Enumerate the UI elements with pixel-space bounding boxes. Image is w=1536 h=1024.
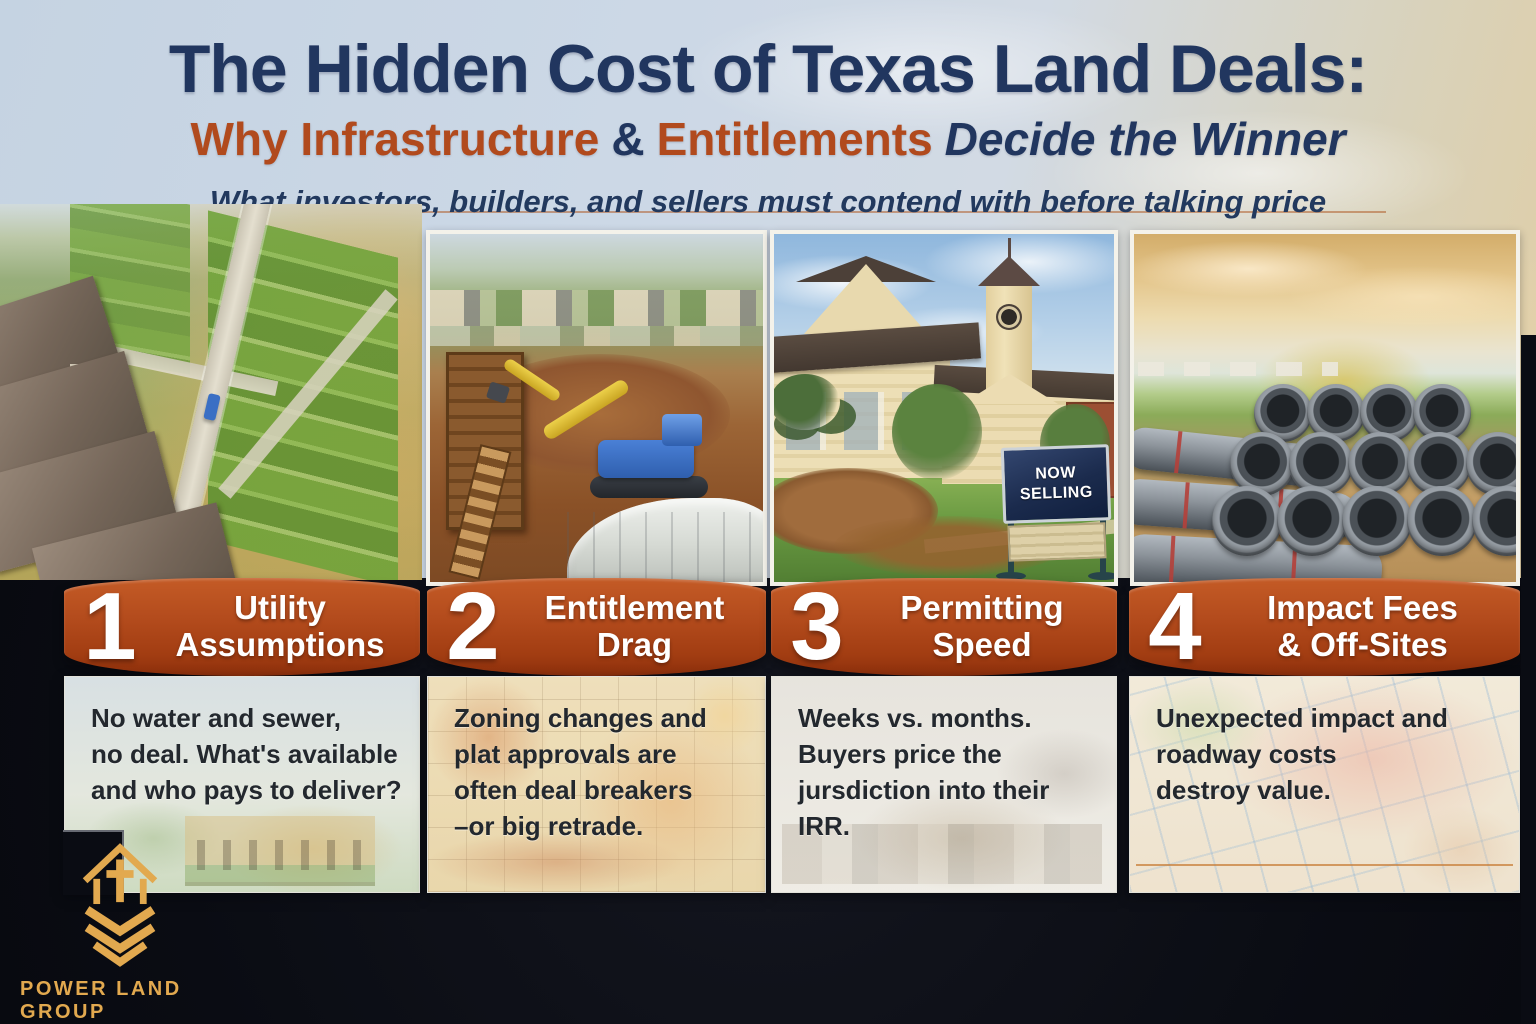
tree-illustration: [892, 384, 982, 480]
step-title-line: Speed: [932, 626, 1032, 663]
faded-map-background: [1130, 677, 1519, 892]
clock-tower-roof-illustration: [978, 256, 1040, 286]
pipe-red-band: [1174, 431, 1183, 474]
faded-plat-map-background: [428, 677, 765, 892]
photo-concrete-pipes: [1130, 230, 1520, 586]
step-title-2: Entitlement Drag: [519, 589, 766, 664]
logo-house-roof: [82, 843, 158, 884]
pipe-end: [1277, 486, 1347, 556]
step-title-line: Permitting: [900, 589, 1064, 627]
now-selling-sign: NOW SELLING: [996, 444, 1114, 580]
step-title-line: Utility: [234, 589, 326, 627]
step-banner-2: 2 Entitlement Drag: [427, 578, 766, 676]
distant-houses-illustration: [430, 326, 763, 346]
subtitle-entitlements: Entitlements: [656, 113, 933, 165]
step-title-line: Drag: [596, 626, 673, 663]
gable-illustration: [804, 264, 928, 334]
pipe-end: [1342, 486, 1412, 556]
clock-face-illustration: [996, 304, 1022, 330]
pipe-end: [1230, 432, 1294, 496]
distant-buildings-illustration: [1138, 362, 1338, 376]
step-card-3: Weeks vs. months. Buyers price the jursd…: [771, 676, 1117, 893]
logo-wordmark: POWER LAND GROUP: [20, 978, 182, 1023]
faded-building-illustration: [782, 824, 1102, 884]
step-title-line: Entitlement: [544, 589, 725, 627]
power-land-group-logo-icon: [82, 843, 158, 967]
step-number-1: 1: [83, 573, 137, 680]
step-card-2: Zoning changes and plat approvals are of…: [427, 676, 766, 893]
sign-text-line2: SELLING: [1019, 483, 1094, 504]
step-number-4: 4: [1148, 573, 1202, 680]
pipe-end: [1407, 432, 1471, 496]
page-subtitle: Why Infrastructure & Entitlements Decide th…: [0, 112, 1536, 166]
step-title-line: & Off-Sites: [1277, 626, 1448, 663]
faded-building-illustration: [197, 840, 363, 870]
excavator-cab-illustration: [662, 414, 702, 446]
sign-foot: [1088, 572, 1114, 580]
faded-photo-background: [772, 677, 1116, 892]
photo-construction-site: [426, 230, 767, 586]
pipe-end: [1212, 486, 1282, 556]
pipe-end: [1466, 432, 1516, 496]
step-body-text-1: No water and sewer, no deal. What's avai…: [91, 703, 402, 805]
logo-chevron: [84, 906, 156, 937]
dark-right-edge: [1521, 335, 1536, 1024]
pipe-row: [1230, 432, 1516, 496]
sign-lower-panel: [1007, 522, 1107, 562]
photo-community-building: NOW SELLING: [770, 230, 1118, 586]
step-title-line: Impact Fees: [1267, 589, 1458, 627]
photo-aerial-subdivision: [0, 204, 422, 580]
step-banner-3: 3 Permitting Speed: [771, 578, 1117, 676]
step-banner-1: 1 Utility Assumptions: [64, 578, 420, 676]
pipe-stack-illustration: [1134, 374, 1516, 582]
step-title-4: Impact Fees & Off-Sites: [1221, 589, 1520, 664]
distant-houses-illustration: [430, 290, 763, 326]
sign-text-line1: NOW: [1035, 464, 1077, 483]
tagline-divider-line: [150, 211, 1386, 213]
palm-tree-illustration: [774, 374, 840, 430]
concrete-tank-illustration: [567, 512, 763, 582]
pipe-end: [1289, 432, 1353, 496]
excavator-track-illustration: [590, 476, 708, 498]
page-title: The Hidden Cost of Texas Land Deals:: [168, 31, 1368, 107]
map-orange-line: [1136, 864, 1513, 866]
step-title-3: Permitting Speed: [863, 589, 1117, 664]
sign-foot: [996, 572, 1026, 580]
step-number-2: 2: [446, 573, 500, 680]
step-banner-4: 4 Impact Fees & Off-Sites: [1129, 578, 1520, 676]
faded-building-illustration: [185, 816, 375, 886]
subtitle-decide-the-winner: Decide the Winner: [944, 113, 1346, 165]
gable-illustration: [962, 374, 1058, 404]
spire-illustration: [1008, 238, 1011, 260]
pipe-end: [1348, 432, 1412, 496]
subtitle-ampersand: &: [611, 113, 645, 165]
pipe-end: [1407, 486, 1477, 556]
step-body-text-3: Weeks vs. months. Buyers price the jursd…: [798, 703, 1050, 841]
step-body-text-2: Zoning changes and plat approvals are of…: [454, 703, 707, 841]
step-card-4: Unexpected impact and roadway costs dest…: [1129, 676, 1520, 893]
logo-chevron: [92, 941, 148, 967]
step-title-1: Utility Assumptions: [156, 589, 420, 664]
step-body-text-4: Unexpected impact and roadway costs dest…: [1156, 703, 1448, 805]
pipe-end: [1472, 486, 1516, 556]
step-number-3: 3: [790, 573, 844, 680]
subtitle-why-infrastructure: Why Infrastructure: [190, 113, 600, 165]
sign-board: NOW SELLING: [1000, 444, 1112, 524]
pipe-red-band: [1182, 482, 1190, 529]
pipe-row: [1212, 486, 1516, 556]
step-title-line: Assumptions: [175, 626, 385, 663]
logo-chevron: [84, 923, 156, 954]
excavator-body-illustration: [598, 440, 694, 478]
